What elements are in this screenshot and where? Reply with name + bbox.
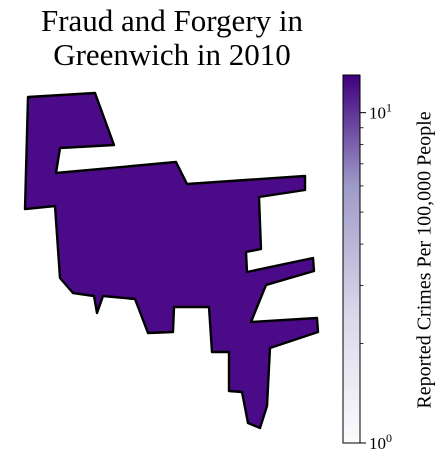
colorbar-ticks [360, 112, 366, 444]
colorbar-gradient [342, 74, 361, 444]
colorbar-tick-label: 101 [369, 101, 392, 123]
colorbar-tick-label: 100 [369, 431, 392, 453]
colorbar-tick-labels: 100 101 [369, 101, 392, 453]
greenwich-region [23, 91, 320, 430]
title-text: Fraud and Forgery in Greenwich in 2010 [40, 3, 304, 72]
map-title: Fraud and Forgery in Greenwich in 2010 [0, 4, 344, 72]
colorbar-label: Reported Crimes Per 100,000 People [413, 111, 436, 409]
